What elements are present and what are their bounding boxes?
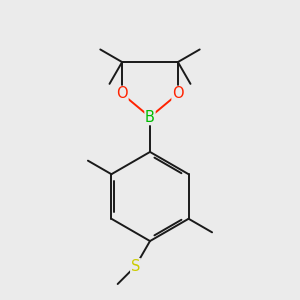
- Text: B: B: [145, 110, 155, 124]
- Text: O: O: [172, 86, 184, 101]
- Text: O: O: [116, 86, 128, 101]
- Text: S: S: [131, 259, 140, 274]
